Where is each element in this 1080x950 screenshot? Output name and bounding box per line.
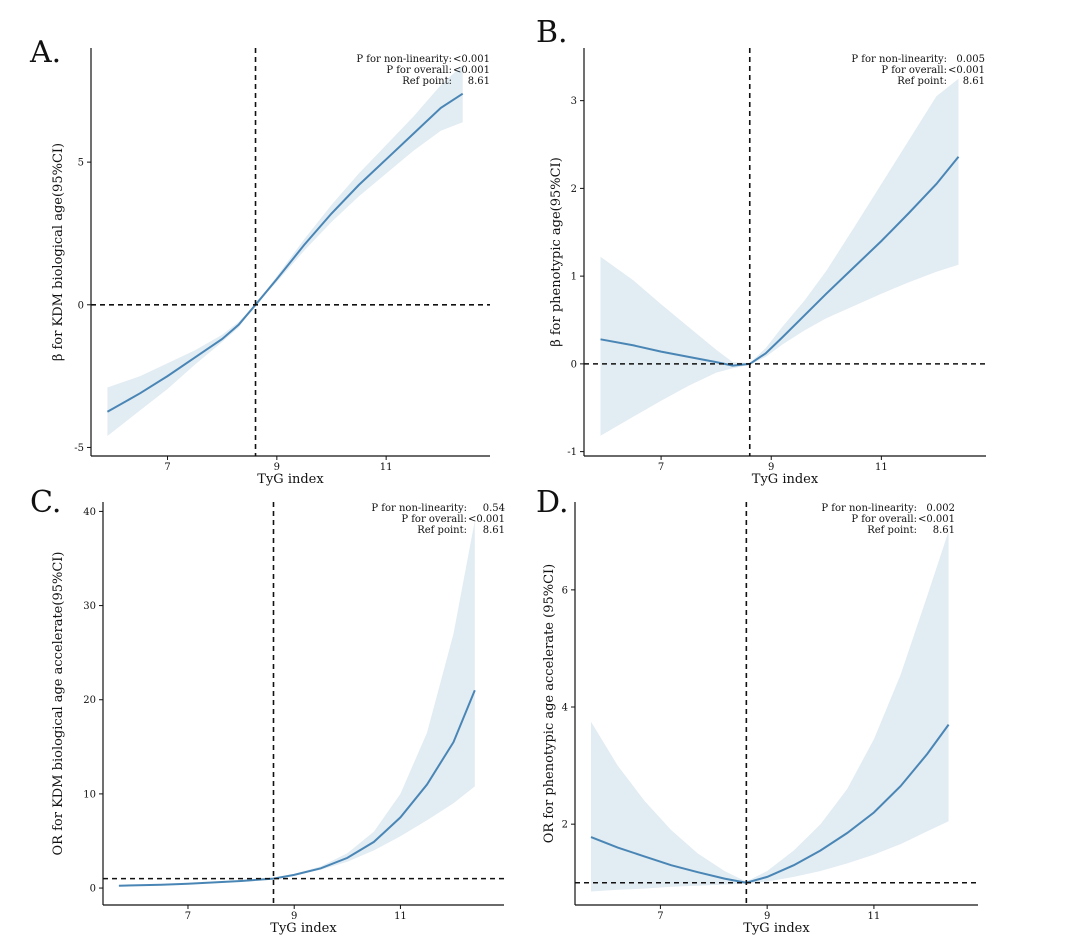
y-tick-label: -1	[567, 447, 577, 458]
annotation-value: 8.61	[963, 76, 985, 87]
panel-letter: B.	[536, 15, 568, 50]
y-tick-label: 0	[90, 884, 96, 895]
annotation-label: P for non-linearity:	[371, 503, 467, 514]
confidence-band	[591, 531, 949, 892]
y-tick-label: 1	[571, 272, 577, 283]
x-tick-label: 9	[768, 462, 774, 473]
x-axis-label: TyG index	[257, 472, 324, 487]
y-tick-label: 10	[83, 789, 96, 800]
annotation-label: P for overall:	[881, 65, 947, 76]
annotation-label: Ref point:	[417, 525, 467, 536]
panel-letter: A.	[29, 35, 61, 70]
annotation-value: 0.54	[483, 503, 505, 514]
panel-letter: C.	[30, 485, 61, 520]
confidence-band	[107, 65, 463, 436]
annotation-label: Ref point:	[897, 76, 947, 87]
panel-d: D. 7 9 11 2 4 6 TyG index OR for phenotypic age …	[536, 485, 978, 936]
annotation-value: 8.61	[468, 76, 490, 87]
annotation-value: 8.61	[933, 525, 955, 536]
x-tick-label: 11	[394, 911, 407, 922]
annotation-label: P for overall:	[851, 514, 917, 525]
y-tick-label: -5	[74, 443, 84, 454]
annotation-value: 0.002	[926, 503, 955, 514]
fit-line	[118, 689, 476, 887]
annotation-value: 8.61	[483, 525, 505, 536]
x-tick-label: 7	[658, 462, 664, 473]
annotation-value: <0.001	[468, 514, 505, 525]
annotation-value: <0.001	[918, 514, 955, 525]
confidence-band	[600, 78, 959, 436]
fit-line	[106, 92, 464, 413]
x-axis-label: TyG index	[270, 921, 337, 936]
x-tick-label: 7	[164, 462, 170, 473]
panel-c: C. 7 9 11 0 10 20 30 40 TyG index OR for KDM biolo…	[30, 485, 505, 936]
annotation-label: Ref point:	[867, 525, 917, 536]
annotation-value: <0.001	[453, 54, 490, 65]
y-tick-label: 30	[83, 601, 96, 612]
fit-line	[590, 724, 950, 884]
annotation-value: <0.001	[453, 65, 490, 76]
annotation-label: P for overall:	[386, 65, 452, 76]
confidence-band	[118, 520, 475, 887]
x-tick-label: 11	[868, 911, 881, 922]
y-tick-label: 0	[571, 359, 577, 370]
panel-a: A. 7 9 11 -5 0 5 TyG index β for KDM biological …	[29, 35, 490, 487]
y-tick-label: 6	[562, 585, 568, 596]
annotation-value: <0.001	[948, 65, 985, 76]
annotation-label: P for non-linearity:	[821, 503, 917, 514]
annotation-value: 0.005	[956, 54, 985, 65]
panel-letter: D.	[536, 485, 569, 520]
y-tick-label: 5	[78, 158, 84, 169]
x-tick-label: 9	[764, 911, 770, 922]
y-axis-label: β for KDM biological age(95%CI)	[51, 143, 66, 361]
annotation-label: P for overall:	[401, 514, 467, 525]
fit-line	[600, 156, 960, 367]
annotation-label: P for non-linearity:	[851, 54, 947, 65]
y-tick-label: 4	[562, 703, 568, 714]
y-tick-label: 2	[571, 184, 577, 195]
y-tick-label: 0	[78, 300, 84, 311]
y-tick-label: 20	[83, 695, 96, 706]
x-tick-label: 11	[875, 462, 888, 473]
x-axis-label: TyG index	[743, 921, 810, 936]
y-axis-label: OR for phenotypic age accelerate (95%CI)	[542, 564, 557, 844]
y-tick-label: 3	[571, 96, 577, 107]
x-axis-label: TyG index	[752, 472, 819, 487]
x-tick-label: 9	[291, 911, 297, 922]
annotation-label: Ref point:	[402, 76, 452, 87]
x-tick-label: 11	[380, 462, 393, 473]
x-tick-label: 7	[185, 911, 191, 922]
y-axis-label: OR for KDM biological age accelerate(95%…	[51, 552, 66, 856]
y-axis-label: β for phenotypic age(95%CI)	[549, 157, 564, 347]
y-tick-label: 2	[562, 820, 568, 831]
annotation-label: P for non-linearity:	[356, 54, 452, 65]
panel-b: B. 7 9 11 -1 0 1 2 3 TyG index β for phenotypic ag…	[536, 15, 986, 487]
y-tick-label: 40	[83, 507, 96, 518]
x-tick-label: 9	[274, 462, 280, 473]
x-tick-label: 7	[657, 911, 663, 922]
